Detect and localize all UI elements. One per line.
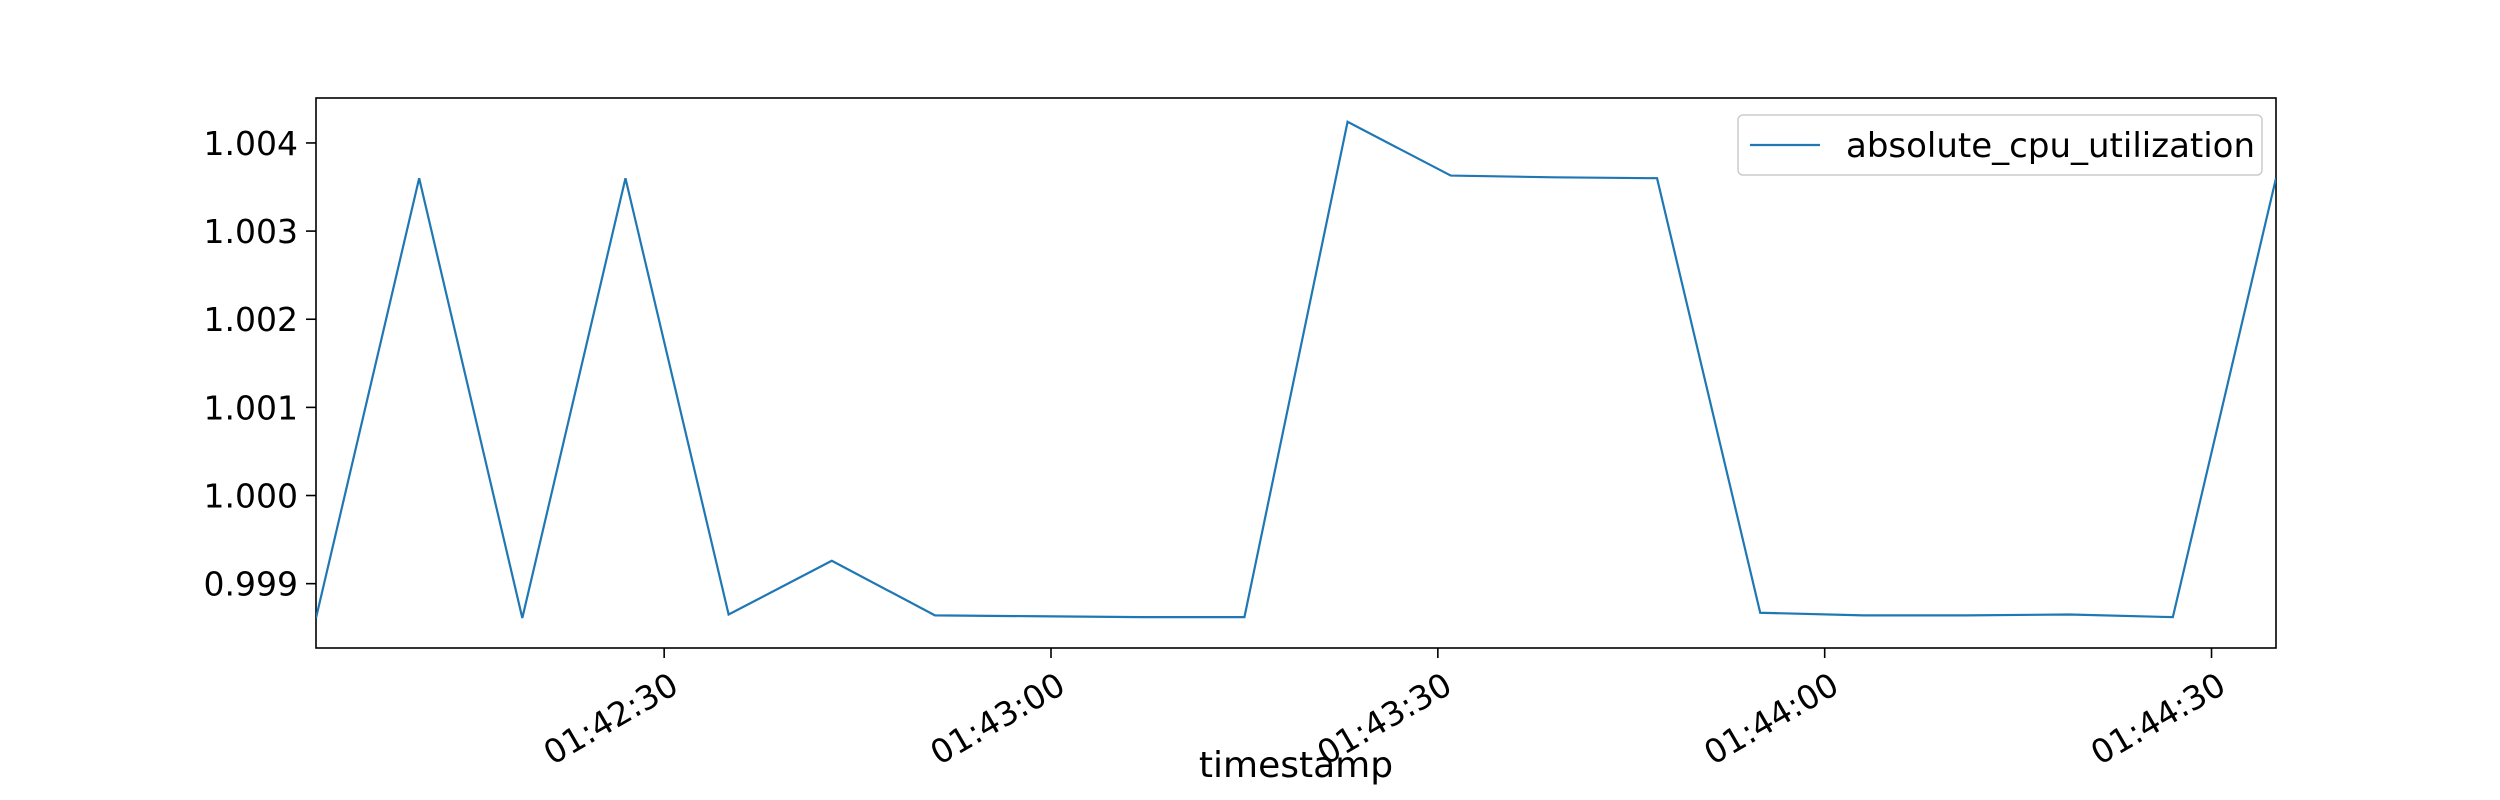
y-tick-label: 1.000 (204, 477, 298, 516)
series-layer (316, 120, 2276, 619)
x-axis-label: timestamp (1199, 745, 1393, 786)
y-axis: 0.999 1.000 1.001 1.002 1.003 1.004 (204, 124, 316, 604)
legend-box (1737, 114, 2263, 176)
y-tick-label: 1.003 (204, 212, 298, 251)
y-tick-label: 1.002 (204, 300, 298, 339)
x-tick-label: 01:44:30 (2084, 665, 2232, 773)
y-tick-label: 1.001 (204, 388, 298, 427)
y-tick-label: 0.999 (204, 565, 298, 604)
series-line-absolute-cpu-utilization (316, 120, 2276, 619)
legend: absolute_cpu_utilization (1737, 114, 2263, 176)
x-tick-label: 01:43:00 (924, 665, 1072, 773)
x-tick-label: 01:42:30 (537, 665, 685, 773)
y-tick-label: 1.004 (204, 124, 298, 163)
legend-entry-label: absolute_cpu_utilization (1846, 126, 2255, 166)
x-tick-label: 01:44:00 (1697, 665, 1845, 773)
